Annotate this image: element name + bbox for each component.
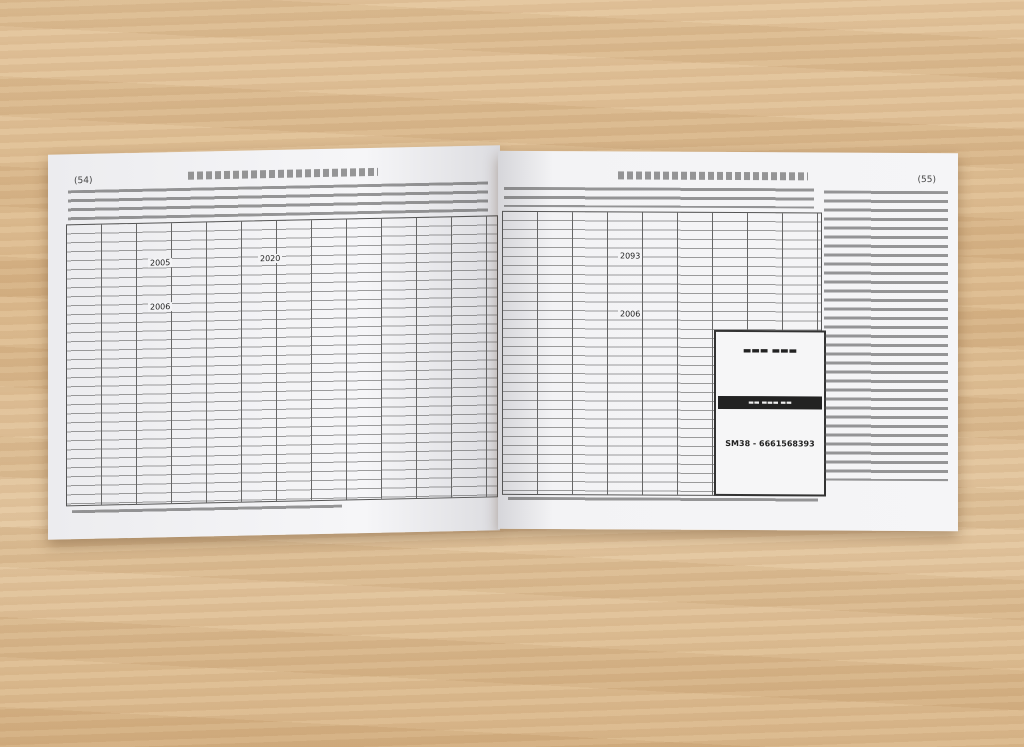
page-header [188,167,378,180]
year-label: 2020 [258,253,283,264]
footer-text [72,504,342,517]
left-page: (54) 2005 2006 2020 [48,145,500,540]
notice-phone: SM38 - 6661568393 [725,438,815,449]
page-number: (54) [74,175,93,187]
year-label: 2005 [148,258,173,268]
intro-text [68,181,488,221]
year-label: 2093 [618,251,643,261]
footer-text [508,496,818,505]
page-header [618,171,808,181]
intro-text [504,186,814,209]
year-label: 2006 [148,302,173,312]
notice-box: ▬▬▬ ▬▬▬ ▬▬ ▬▬▬ ▬▬ SM38 - 6661568393 [714,329,826,497]
right-page: (55) 2093 2006 ▬▬▬ ▬▬▬ ▬▬ ▬▬▬ ▬▬ SM38 - … [498,150,958,532]
year-label: 2006 [618,309,643,319]
page-number: (55) [917,174,936,186]
side-column-text [824,190,948,482]
